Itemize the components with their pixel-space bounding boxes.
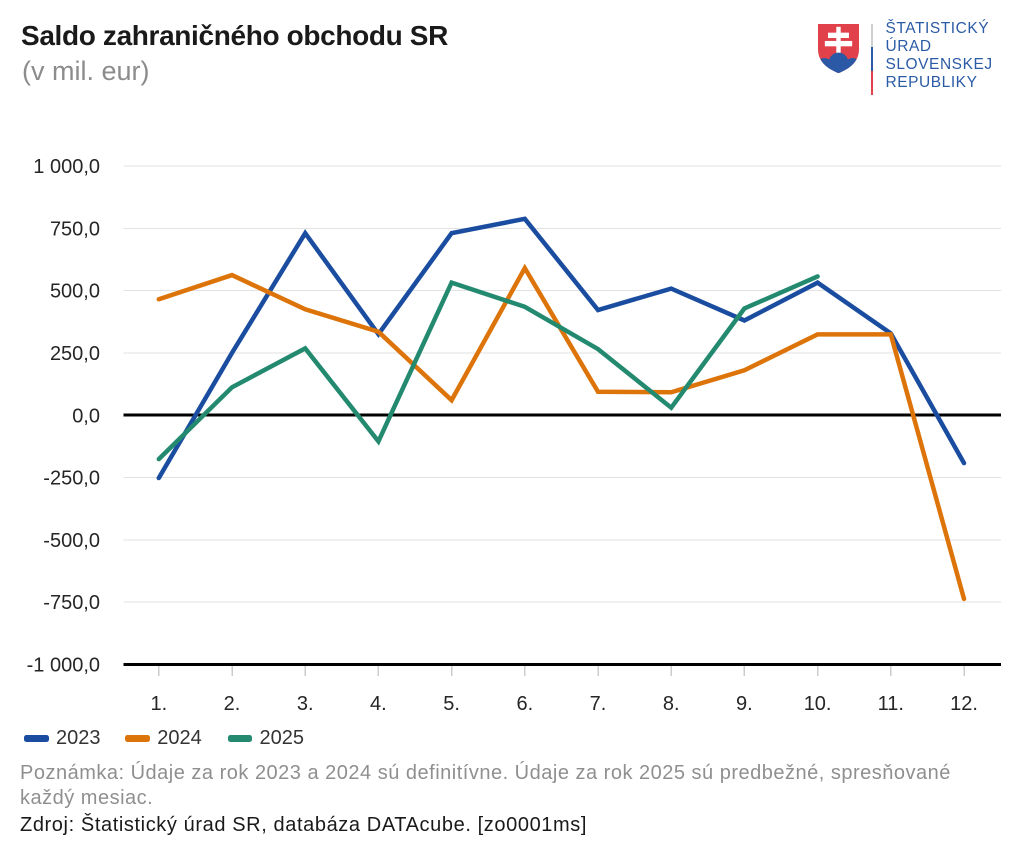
svg-text:10.: 10. <box>804 693 832 715</box>
svg-text:7.: 7. <box>590 693 607 715</box>
svg-text:1 000,0: 1 000,0 <box>33 156 100 178</box>
svg-text:750,0: 750,0 <box>50 218 100 240</box>
svg-text:1.: 1. <box>150 693 167 715</box>
svg-text:-1 000,0: -1 000,0 <box>27 655 100 677</box>
svg-text:12.: 12. <box>950 693 978 715</box>
svg-text:5.: 5. <box>443 693 460 715</box>
svg-text:250,0: 250,0 <box>50 343 100 365</box>
svg-text:9.: 9. <box>736 693 753 715</box>
svg-text:6.: 6. <box>516 693 533 715</box>
svg-text:500,0: 500,0 <box>50 281 100 303</box>
svg-text:4.: 4. <box>370 693 387 715</box>
svg-text:-750,0: -750,0 <box>43 592 100 614</box>
svg-text:-250,0: -250,0 <box>43 468 100 490</box>
svg-text:3.: 3. <box>297 693 314 715</box>
svg-text:11.: 11. <box>878 693 904 715</box>
svg-text:8.: 8. <box>663 693 680 715</box>
svg-text:0,0: 0,0 <box>72 405 100 427</box>
svg-text:2.: 2. <box>224 693 241 715</box>
svg-text:-500,0: -500,0 <box>43 530 100 552</box>
